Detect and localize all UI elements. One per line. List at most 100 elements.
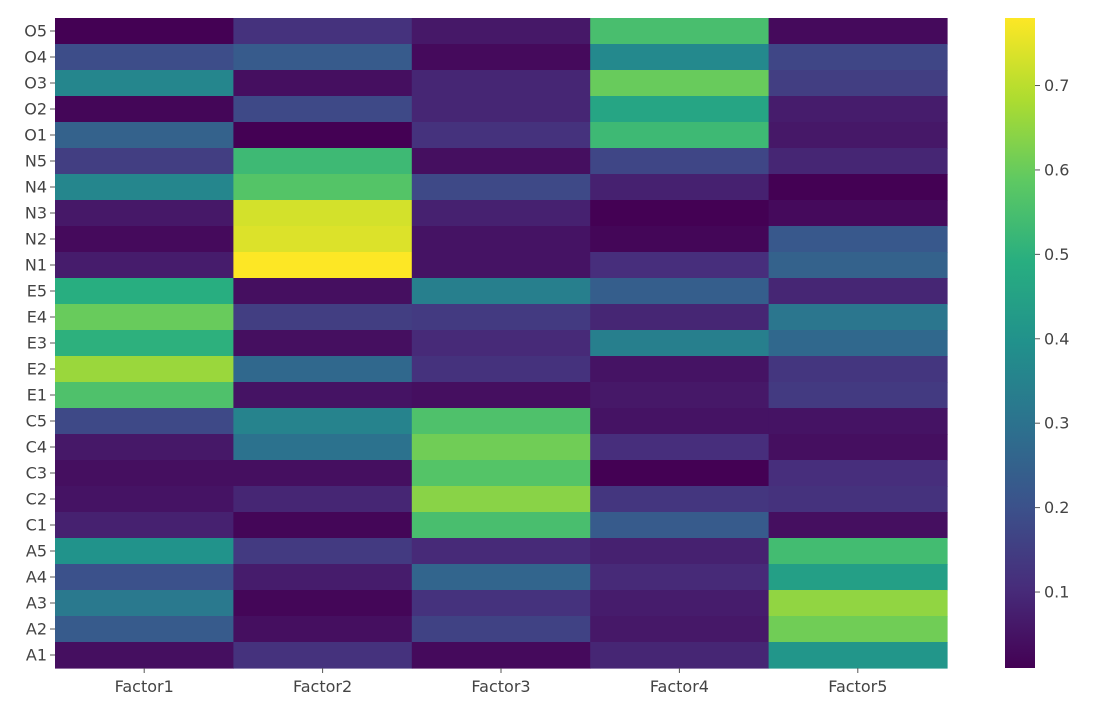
heatmap-cell-e1-factor1 <box>55 382 234 409</box>
column-label-factor2: Factor2 <box>293 677 352 696</box>
heatmap-cell-n3-factor3 <box>411 200 591 227</box>
heatmap-cell-a1-factor2 <box>233 642 413 669</box>
heatmap-cell-o4-factor3 <box>411 44 591 71</box>
heatmap-cell-c4-factor5 <box>768 434 948 461</box>
colorbar-tick-label: 0.1 <box>1044 583 1069 602</box>
colorbar-tick-label: 0.6 <box>1044 160 1069 179</box>
heatmap-cell-n1-factor5 <box>768 252 948 279</box>
heatmap-cell-o4-factor1 <box>55 44 234 71</box>
heatmap-cell-e5-factor5 <box>768 278 948 305</box>
colorbar-tick-label: 0.4 <box>1044 329 1069 348</box>
heatmap-cell-n1-factor2 <box>233 252 413 279</box>
row-label-c5: C5 <box>26 412 47 431</box>
column-label-factor3: Factor3 <box>471 677 530 696</box>
heatmap-cell-o5-factor3 <box>411 18 591 45</box>
row-label-c3: C3 <box>26 464 47 483</box>
heatmap-cell-a4-factor3 <box>411 564 591 591</box>
heatmap-cell-e5-factor4 <box>590 278 770 305</box>
heatmap-cell-o4-factor2 <box>233 44 413 71</box>
row-label-c2: C2 <box>26 490 47 509</box>
colorbar-tick-label: 0.3 <box>1044 414 1069 433</box>
heatmap-cell-a1-factor1 <box>55 642 234 669</box>
row-label-o1: O1 <box>24 126 47 145</box>
heatmap-cell-a1-factor4 <box>590 642 770 669</box>
heatmap-cell-e5-factor2 <box>233 278 413 305</box>
row-label-n5: N5 <box>25 152 47 171</box>
heatmap-cell-o5-factor4 <box>590 18 770 45</box>
heatmap-cell-o2-factor1 <box>55 96 234 123</box>
heatmap-cell-o5-factor5 <box>768 18 948 45</box>
heatmap-cell-n3-factor2 <box>233 200 413 227</box>
heatmap-cell-o1-factor2 <box>233 122 413 149</box>
heatmap-cells <box>55 18 948 669</box>
heatmap-cell-o1-factor1 <box>55 122 234 149</box>
heatmap-cell-e3-factor1 <box>55 330 234 357</box>
heatmap-cell-o5-factor1 <box>55 18 234 45</box>
heatmap-cell-a2-factor4 <box>590 616 770 643</box>
heatmap-cell-a4-factor1 <box>55 564 234 591</box>
heatmap-cell-n2-factor1 <box>55 226 234 253</box>
heatmap-cell-a5-factor3 <box>411 538 591 565</box>
heatmap-cell-a2-factor1 <box>55 616 234 643</box>
heatmap-cell-c1-factor5 <box>768 512 948 539</box>
heatmap-cell-o4-factor5 <box>768 44 948 71</box>
heatmap-cell-e4-factor2 <box>233 304 413 331</box>
heatmap-cell-e3-factor2 <box>233 330 413 357</box>
heatmap-cell-c1-factor1 <box>55 512 234 539</box>
colorbar-ticks: 0.1 0.2 0.3 0.4 0.5 0.6 0.7 <box>1035 76 1069 602</box>
heatmap-cell-a3-factor1 <box>55 590 234 617</box>
heatmap-cell-o2-factor2 <box>233 96 413 123</box>
colorbar-tick-label: 0.5 <box>1044 245 1069 264</box>
heatmap-cell-e3-factor3 <box>411 330 591 357</box>
heatmap-cell-e4-factor5 <box>768 304 948 331</box>
heatmap-cell-n2-factor3 <box>411 226 591 253</box>
heatmap-cell-n5-factor5 <box>768 148 948 175</box>
row-label-n3: N3 <box>25 204 47 223</box>
heatmap-cell-o3-factor2 <box>233 70 413 97</box>
heatmap-cell-e1-factor4 <box>590 382 770 409</box>
heatmap-cell-n2-factor5 <box>768 226 948 253</box>
heatmap-cell-c3-factor1 <box>55 460 234 487</box>
heatmap-cell-e1-factor3 <box>411 382 591 409</box>
heatmap-cell-a5-factor4 <box>590 538 770 565</box>
heatmap-cell-n5-factor2 <box>233 148 413 175</box>
heatmap-cell-a3-factor3 <box>411 590 591 617</box>
heatmap-cell-c4-factor2 <box>233 434 413 461</box>
heatmap-cell-a4-factor2 <box>233 564 413 591</box>
row-label-a5: A5 <box>26 542 47 561</box>
heatmap-cell-o1-factor5 <box>768 122 948 149</box>
colorbar-tick-label: 0.2 <box>1044 498 1069 517</box>
heatmap-cell-n4-factor1 <box>55 174 234 201</box>
row-label-o4: O4 <box>24 48 47 67</box>
heatmap-cell-c2-factor2 <box>233 486 413 513</box>
heatmap-cell-o2-factor5 <box>768 96 948 123</box>
heatmap-cell-e2-factor2 <box>233 356 413 383</box>
colorbar-tick-label: 0.7 <box>1044 76 1069 95</box>
heatmap-cell-n1-factor3 <box>411 252 591 279</box>
heatmap-cell-o1-factor3 <box>411 122 591 149</box>
heatmap-cell-n1-factor1 <box>55 252 234 279</box>
heatmap-cell-n3-factor5 <box>768 200 948 227</box>
heatmap-cell-c2-factor4 <box>590 486 770 513</box>
row-label-e5: E5 <box>27 282 47 301</box>
heatmap-cell-a1-factor5 <box>768 642 948 669</box>
heatmap-cell-a5-factor2 <box>233 538 413 565</box>
heatmap-cell-o3-factor5 <box>768 70 948 97</box>
heatmap-cell-n4-factor4 <box>590 174 770 201</box>
heatmap-cell-e4-factor4 <box>590 304 770 331</box>
heatmap-cell-e2-factor1 <box>55 356 234 383</box>
heatmap-cell-n4-factor3 <box>411 174 591 201</box>
heatmap-cell-c4-factor3 <box>411 434 591 461</box>
heatmap-cell-e1-factor2 <box>233 382 413 409</box>
heatmap-cell-a2-factor3 <box>411 616 591 643</box>
heatmap-cell-o3-factor3 <box>411 70 591 97</box>
heatmap-cell-a3-factor2 <box>233 590 413 617</box>
heatmap-cell-c3-factor5 <box>768 460 948 487</box>
heatmap-cell-n4-factor5 <box>768 174 948 201</box>
heatmap-cell-n3-factor1 <box>55 200 234 227</box>
heatmap-cell-o4-factor4 <box>590 44 770 71</box>
heatmap-cell-c5-factor2 <box>233 408 413 435</box>
heatmap-cell-n5-factor4 <box>590 148 770 175</box>
heatmap-cell-a5-factor1 <box>55 538 234 565</box>
heatmap-cell-n5-factor3 <box>411 148 591 175</box>
